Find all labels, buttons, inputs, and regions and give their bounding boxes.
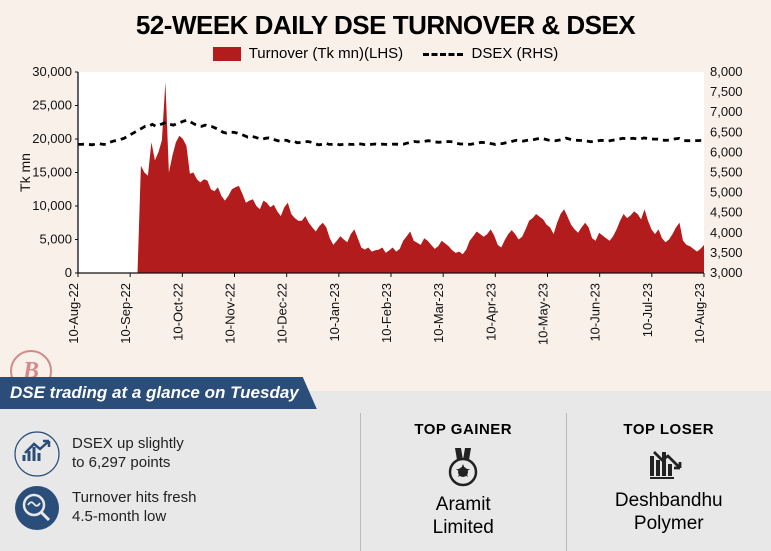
stat1-line2: to 6,297 points bbox=[72, 454, 184, 473]
svg-text:10-Jun-23: 10-Jun-23 bbox=[587, 283, 602, 342]
svg-text:7,000: 7,000 bbox=[710, 104, 743, 119]
svg-text:10-Apr-23: 10-Apr-23 bbox=[483, 283, 498, 341]
stat2-line2: 4.5-month low bbox=[72, 508, 197, 527]
svg-text:0: 0 bbox=[64, 265, 71, 280]
svg-text:10-Oct-22: 10-Oct-22 bbox=[170, 283, 185, 341]
legend-dsex: DSEX (RHS) bbox=[423, 45, 558, 62]
stat2-line1: Turnover hits fresh bbox=[72, 489, 197, 508]
dsex-swatch bbox=[423, 53, 463, 56]
legend: Turnover (Tk mn)(LHS) DSEX (RHS) bbox=[0, 41, 771, 66]
svg-text:7,500: 7,500 bbox=[710, 84, 743, 99]
svg-text:10-Jul-23: 10-Jul-23 bbox=[639, 283, 654, 337]
svg-text:10-Dec-22: 10-Dec-22 bbox=[274, 283, 289, 344]
legend-dsex-label: DSEX (RHS) bbox=[472, 45, 559, 62]
svg-text:10-May-23: 10-May-23 bbox=[535, 283, 550, 345]
main-title: 52-WEEK DAILY DSE TURNOVER & DSEX bbox=[0, 0, 771, 41]
gainer-l1: Aramit bbox=[369, 494, 558, 517]
stat-text-2: Turnover hits fresh 4.5-month low bbox=[72, 489, 197, 527]
stat-text-1: DSEX up slightly to 6,297 points bbox=[72, 435, 184, 473]
svg-text:10-Sep-22: 10-Sep-22 bbox=[118, 283, 133, 344]
bottom-panel: DSE trading at a glance on Tuesday DSEX … bbox=[0, 391, 771, 551]
loser-l2: Polymer bbox=[575, 513, 764, 536]
svg-text:10-Feb-23: 10-Feb-23 bbox=[379, 283, 394, 343]
svg-text:8,000: 8,000 bbox=[710, 66, 743, 79]
legend-turnover: Turnover (Tk mn)(LHS) bbox=[213, 45, 403, 62]
chart-down-icon bbox=[575, 446, 764, 484]
svg-text:4,500: 4,500 bbox=[710, 205, 743, 220]
svg-text:10-Mar-23: 10-Mar-23 bbox=[431, 283, 446, 343]
stat-row-1: DSEX up slightly to 6,297 points bbox=[14, 431, 346, 477]
svg-text:6,500: 6,500 bbox=[710, 124, 743, 139]
chart-svg: 0 5,000 10,000 15,000 20,000 25,000 30,000 3,00… bbox=[16, 66, 756, 351]
stat1-line1: DSEX up slightly bbox=[72, 435, 184, 454]
svg-text:5,000: 5,000 bbox=[710, 185, 743, 200]
top-gainer-label: TOP GAINER bbox=[369, 421, 558, 438]
svg-text:6,000: 6,000 bbox=[710, 144, 743, 159]
top-loser-label: TOP LOSER bbox=[575, 421, 764, 438]
top-gainer-name: Aramit Limited bbox=[369, 494, 558, 540]
loser-l1: Deshbandhu bbox=[575, 490, 764, 513]
svg-text:25,000: 25,000 bbox=[32, 98, 72, 113]
svg-text:5,500: 5,500 bbox=[710, 165, 743, 180]
svg-text:30,000: 30,000 bbox=[32, 66, 72, 79]
legend-turnover-label: Turnover (Tk mn)(LHS) bbox=[249, 45, 403, 62]
turnover-swatch bbox=[213, 47, 241, 61]
top-gainer-col: TOP GAINER Aramit Limited bbox=[360, 413, 566, 551]
chart-area: 0 5,000 10,000 15,000 20,000 25,000 30,000 3,00… bbox=[16, 66, 756, 351]
movers-panel: TOP GAINER Aramit Limited TOP LOSER bbox=[360, 413, 771, 551]
svg-text:3,500: 3,500 bbox=[710, 245, 743, 260]
chart-up-icon bbox=[14, 431, 60, 477]
svg-text:10-Nov-22: 10-Nov-22 bbox=[222, 283, 237, 344]
svg-text:10-Aug-22: 10-Aug-22 bbox=[66, 283, 81, 344]
svg-text:10,000: 10,000 bbox=[32, 198, 72, 213]
svg-text:10-Aug-23: 10-Aug-23 bbox=[692, 283, 707, 344]
tab-header: DSE trading at a glance on Tuesday bbox=[0, 377, 317, 409]
infographic-container: 52-WEEK DAILY DSE TURNOVER & DSEX Turnov… bbox=[0, 0, 771, 551]
gainer-l2: Limited bbox=[369, 517, 558, 540]
magnify-icon bbox=[14, 485, 60, 531]
medal-icon bbox=[369, 446, 558, 488]
top-loser-name: Deshbandhu Polymer bbox=[575, 490, 764, 536]
svg-text:Tk mn: Tk mn bbox=[17, 153, 33, 192]
svg-text:5,000: 5,000 bbox=[39, 232, 72, 247]
svg-text:4,000: 4,000 bbox=[710, 225, 743, 240]
svg-text:3,000: 3,000 bbox=[710, 265, 743, 280]
svg-text:15,000: 15,000 bbox=[32, 165, 72, 180]
svg-text:10-Jan-23: 10-Jan-23 bbox=[326, 283, 341, 342]
svg-text:20,000: 20,000 bbox=[32, 131, 72, 146]
stats-panel: DSEX up slightly to 6,297 points Turnove… bbox=[0, 413, 360, 551]
stat-row-2: Turnover hits fresh 4.5-month low bbox=[14, 485, 346, 531]
top-loser-col: TOP LOSER Deshbandhu Polymer bbox=[566, 413, 771, 551]
bottom-content: DSEX up slightly to 6,297 points Turnove… bbox=[0, 391, 771, 551]
